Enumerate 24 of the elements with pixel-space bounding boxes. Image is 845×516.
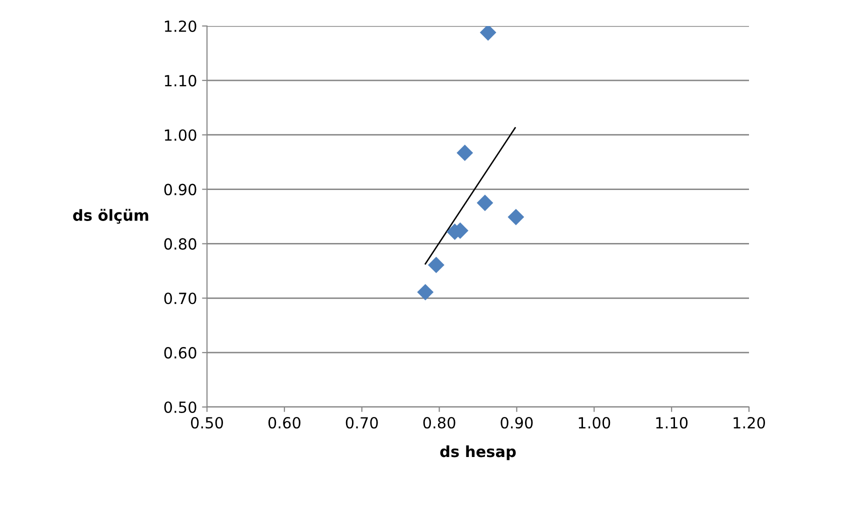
y-tick-label: 1.00 (164, 129, 196, 141)
y-tick-label: 0.80 (164, 238, 196, 250)
y-tick-label: 1.10 (164, 74, 196, 86)
y-tick-label: 0.70 (164, 292, 196, 304)
y-tick-label: 0.60 (164, 347, 196, 359)
x-axis-title: ds hesap (440, 445, 516, 460)
x-tick-label: 0.70 (346, 416, 378, 429)
x-tick-label: 0.90 (500, 416, 533, 429)
y-tick-label: 1.20 (164, 20, 196, 32)
point (476, 194, 494, 212)
point (417, 284, 434, 300)
point (480, 26, 496, 41)
point (428, 256, 444, 274)
y-axis-title: ds ölçüm (73, 208, 148, 224)
x-tick-label: 0.60 (268, 416, 300, 429)
x-tick-label: 1.10 (656, 416, 688, 429)
point (456, 144, 474, 162)
x-tick-label: 1.00 (578, 416, 610, 429)
x-tick-label: 0.50 (191, 416, 223, 429)
y-tick-label: 0.50 (164, 401, 196, 414)
point (508, 208, 524, 226)
x-tick-label: 0.80 (423, 416, 456, 429)
y-tick-label: 0.90 (164, 184, 196, 196)
x-tick-label: 1.20 (734, 416, 765, 429)
